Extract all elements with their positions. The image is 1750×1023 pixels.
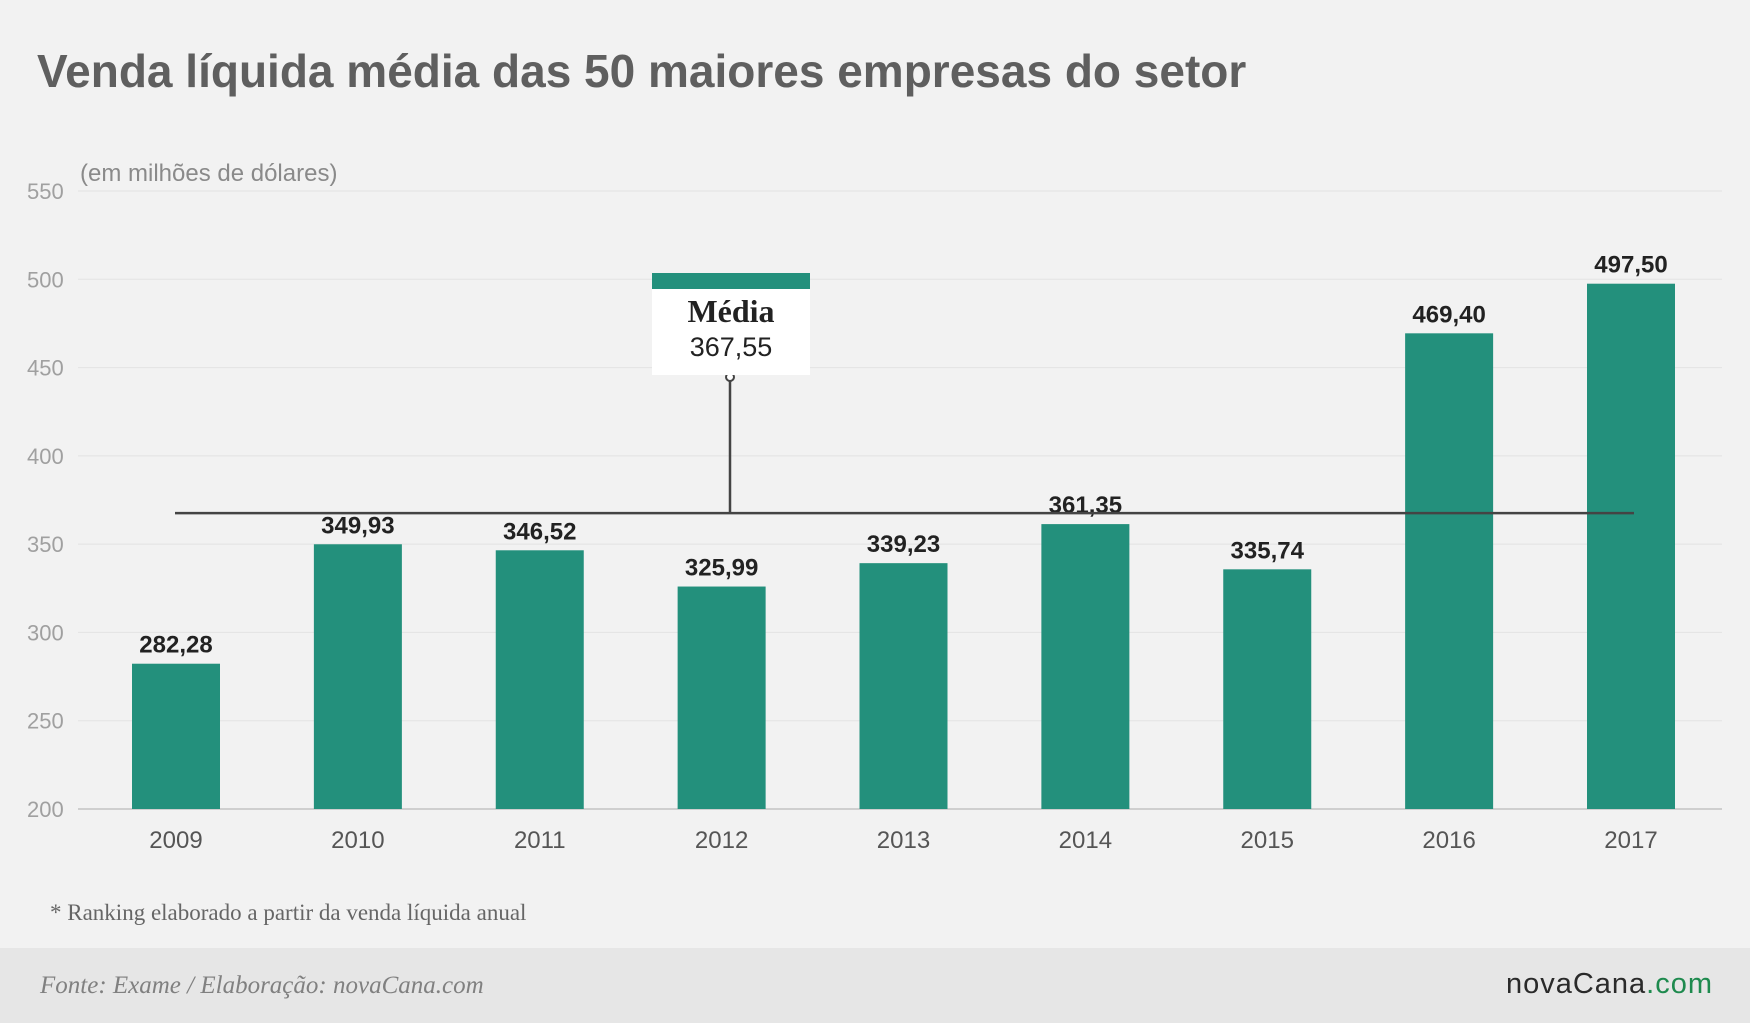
x-tick-label: 2013 (877, 827, 930, 854)
bar-2017 (1587, 283, 1675, 809)
bar-2016 (1405, 333, 1494, 809)
logo-domain-text: .com (1646, 968, 1713, 1000)
bar-chart: 200 250 300 350 400 450 500 550 282,28 2009 349,93… (27, 179, 1722, 854)
data-label: 497,50 (1594, 252, 1667, 279)
y-tick-label: 350 (27, 532, 64, 557)
y-tick-label: 550 (27, 179, 64, 204)
y-tick-label: 500 (27, 267, 64, 292)
y-tick-label: 200 (27, 797, 64, 822)
y-tick-label: 250 (27, 709, 64, 734)
x-tick-label: 2014 (1059, 827, 1112, 854)
data-label: 469,40 (1412, 301, 1485, 328)
logo-main-text: novaCana (1505, 968, 1647, 1000)
unit-label: (em milhões de dólares) (80, 160, 338, 187)
x-tick-label: 2009 (149, 827, 202, 854)
bar-2014 (1041, 524, 1130, 809)
novacana-logo: novaCana.com (1506, 968, 1713, 1001)
x-tick-label: 2010 (331, 827, 384, 854)
data-label: 335,74 (1231, 537, 1305, 564)
x-tick-label: 2015 (1241, 827, 1294, 854)
y-tick-label: 300 (27, 620, 64, 645)
data-label: 349,93 (321, 512, 394, 539)
ranking-note: * Ranking elaborado a partir da venda lí… (50, 900, 527, 925)
data-label: 339,23 (867, 531, 940, 558)
source-credit: Fonte: Exame / Elaboração: novaCana.com (40, 972, 484, 999)
footer-bar: Fonte: Exame / Elaboração: novaCana.com … (0, 948, 1750, 1023)
data-label: 282,28 (139, 632, 212, 659)
data-label: 361,35 (1049, 492, 1122, 519)
average-box (652, 273, 810, 375)
data-label: 325,99 (685, 555, 758, 582)
bar-2011 (495, 550, 584, 809)
bar-2015 (1223, 569, 1312, 809)
y-tick-label: 450 (27, 356, 64, 381)
x-tick-label: 2012 (695, 827, 748, 854)
bar-2010 (313, 544, 402, 809)
bar-2013 (859, 563, 948, 809)
average-value: 367,55 (690, 332, 773, 362)
y-tick-label: 400 (27, 444, 64, 469)
x-tick-label: 2011 (514, 827, 566, 854)
chart-title: Venda líquida média das 50 maiores empre… (37, 45, 1247, 97)
x-tick-label: 2016 (1422, 827, 1475, 854)
x-tick-label: 2017 (1604, 827, 1657, 854)
average-label: Média (687, 293, 774, 329)
average-box-header (652, 273, 810, 289)
bar-2012 (677, 586, 766, 809)
data-label: 346,52 (503, 518, 576, 545)
bar-2009 (132, 663, 220, 809)
